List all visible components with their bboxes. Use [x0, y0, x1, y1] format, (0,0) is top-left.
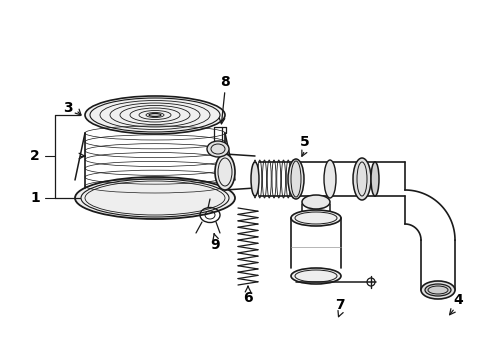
Text: 3: 3 — [63, 101, 73, 115]
Ellipse shape — [149, 113, 161, 117]
Ellipse shape — [291, 210, 341, 226]
Text: 2: 2 — [30, 149, 40, 163]
Text: 6: 6 — [243, 291, 253, 305]
Ellipse shape — [353, 158, 371, 200]
Ellipse shape — [371, 162, 379, 196]
Ellipse shape — [75, 177, 235, 219]
Ellipse shape — [207, 141, 229, 157]
Text: 5: 5 — [300, 135, 310, 149]
Text: 7: 7 — [335, 298, 345, 312]
Ellipse shape — [302, 195, 330, 209]
Text: 8: 8 — [220, 75, 230, 89]
Ellipse shape — [251, 162, 259, 196]
Ellipse shape — [324, 160, 336, 198]
Ellipse shape — [85, 96, 225, 134]
Text: 1: 1 — [30, 191, 40, 205]
Ellipse shape — [421, 281, 455, 299]
Ellipse shape — [288, 159, 304, 199]
Text: 9: 9 — [210, 238, 220, 252]
Ellipse shape — [215, 154, 235, 190]
Text: 4: 4 — [453, 293, 463, 307]
Ellipse shape — [425, 284, 451, 296]
Ellipse shape — [291, 268, 341, 284]
